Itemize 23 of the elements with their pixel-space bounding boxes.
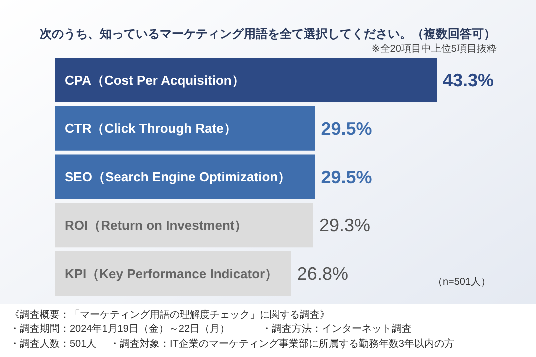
data-label: 26.8% [297,264,348,284]
data-label: 29.5% [321,118,372,139]
data-label: 29.3% [319,216,371,236]
text: ・調査人数：501人 [10,338,97,350]
data-label: 29.5% [321,167,372,188]
text: 《調査概要：「マーケティング用語の理解度チェック」に関する調査》 [10,309,330,321]
bar [55,154,316,200]
y-tick-label: SEO（Search Engine Optimization） [65,170,292,185]
chart-title: 次のうち、知っているマーケティング用語を全て選択してください。（複数回答可） [40,27,496,41]
data-label: 43.3% [443,70,494,91]
y-tick-label: KPI（Key Performance Indicator） [65,266,278,282]
text: ※全20項目中上位5項目抜粋 [372,43,497,55]
y-tick-label: CPA（Cost Per Acquisition） [65,72,245,88]
text: ・調査期間：2024年1月19日（金）～22日（月） [10,323,230,335]
annotation: （n=501人） [432,277,492,288]
bar [55,251,292,296]
bar [55,203,314,248]
bar [55,58,437,103]
text: ・調査方法：インターネット調査 [262,323,412,335]
text: ・調査対象：IT企業のマーケティング事業部に所属する勤務年数3年以内の方 [110,338,454,350]
y-tick-label: ROI（Return on Investment） [65,218,248,233]
bar [55,106,316,151]
y-tick-label: CTR（Click Through Rate） [65,121,237,136]
